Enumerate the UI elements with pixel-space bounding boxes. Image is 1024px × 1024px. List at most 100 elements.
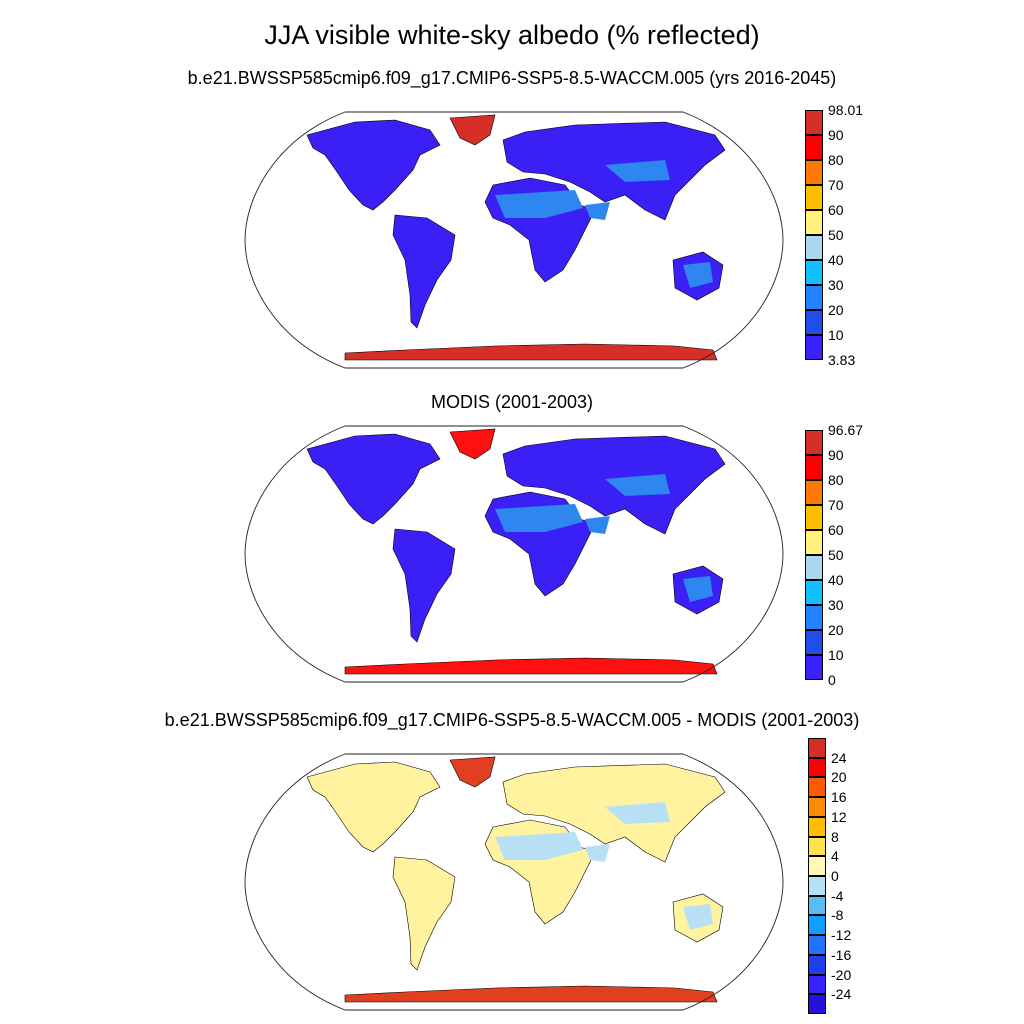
colorbar-swatch	[808, 797, 826, 817]
panel-1-title: b.e21.BWSSP585cmip6.f09_g17.CMIP6-SSP5-8…	[187, 68, 837, 88]
colorbar-swatch	[805, 580, 823, 605]
region-sahara	[495, 190, 583, 218]
continent-antarctica	[344, 985, 718, 1003]
colorbar-swatch	[805, 260, 823, 285]
colorbar-label: 20	[831, 769, 847, 786]
colorbar-label: 40	[828, 572, 844, 588]
colorbar-swatch	[808, 856, 826, 876]
colorbar-label: 30	[828, 597, 844, 613]
colorbar-swatch	[805, 110, 823, 135]
colorbar-label: 0	[831, 868, 839, 884]
colorbar-label: 40	[828, 252, 844, 268]
colorbar-label: -16	[831, 946, 852, 963]
colorbar-swatch	[808, 935, 826, 955]
map-frame	[244, 425, 784, 683]
colorbar-label: 12	[831, 808, 847, 825]
colorbar-swatch	[808, 777, 826, 798]
colorbar-label: 90	[828, 127, 844, 143]
colorbar-swatch	[808, 895, 826, 916]
colorbar-label: 80	[828, 472, 844, 488]
continent-northAmerica	[306, 433, 441, 525]
colorbar-label: 24	[831, 749, 847, 766]
continent-greenland	[449, 756, 496, 788]
colorbar-swatch	[805, 235, 823, 260]
map-frame	[244, 111, 784, 369]
continent-northAmerica	[306, 119, 441, 211]
panel-2-title: MODIS (2001-2003)	[430, 392, 594, 412]
colorbar-swatch	[805, 605, 823, 630]
colorbar-swatch	[805, 555, 823, 580]
colorbar-label: 70	[828, 177, 844, 193]
panel-3-map	[244, 753, 784, 1011]
continent-greenland	[449, 428, 496, 460]
panel-1-colorbar: 98.01 90 80 70 60 50 40 30 20 10 3.83	[805, 102, 863, 368]
colorbar-swatch	[805, 335, 823, 360]
colorbar-label: 70	[828, 497, 844, 513]
figure-title: JJA visible white-sky albedo (% reflecte…	[264, 20, 760, 50]
region-arabia	[585, 202, 610, 220]
colorbar-swatch	[808, 836, 826, 857]
colorbar-label: -8	[831, 907, 844, 924]
continent-antarctica	[344, 657, 718, 675]
colorbar-label: 50	[828, 227, 844, 243]
colorbar-swatch	[805, 310, 823, 335]
colorbar-label: -20	[831, 966, 852, 983]
colorbar-label: -12	[831, 927, 852, 944]
colorbar-label: -4	[831, 887, 844, 904]
colorbar-label: 16	[831, 789, 847, 806]
colorbar-swatch	[808, 816, 826, 837]
colorbar-label: 60	[828, 522, 844, 538]
region-australiaInner	[683, 904, 713, 930]
colorbar-swatch	[805, 160, 823, 185]
region-sahara	[495, 504, 583, 532]
colorbar-swatch	[805, 530, 823, 555]
colorbar-swatch	[808, 757, 826, 778]
colorbar-label: 30	[828, 277, 844, 293]
colorbar-swatch	[805, 185, 823, 210]
colorbar-swatch	[805, 630, 823, 655]
colorbar-swatch	[805, 135, 823, 160]
panel-2-map	[244, 425, 784, 683]
region-asia	[605, 802, 670, 824]
region-asia	[605, 160, 670, 182]
continent-southAmerica	[392, 528, 456, 643]
colorbar-swatch	[808, 738, 826, 758]
colorbar-swatch	[805, 455, 823, 480]
colorbar-label: 10	[828, 327, 844, 343]
colorbar-label: 0	[828, 672, 836, 688]
colorbar-swatch	[805, 505, 823, 530]
colorbar-label: 98.01	[828, 102, 864, 118]
colorbar-label: 3.83	[828, 352, 856, 368]
colorbar-swatch	[808, 954, 826, 975]
colorbar-swatch	[808, 876, 826, 896]
panel-2-colorbar: 96.67 90 80 70 60 50 40 30 20 10 0	[805, 422, 863, 688]
region-australiaInner	[683, 262, 713, 288]
colorbar-swatch	[805, 655, 823, 680]
region-arabia	[585, 844, 610, 862]
colorbar-label: 50	[828, 547, 844, 563]
colorbar-swatch	[808, 974, 826, 995]
region-sahara	[495, 832, 583, 860]
colorbar-swatch	[805, 210, 823, 235]
panel-3-title: b.e21.BWSSP585cmip6.f09_g17.CMIP6-SSP5-8…	[164, 710, 860, 730]
continent-northAmerica	[306, 761, 441, 853]
colorbar-label: 10	[828, 647, 844, 663]
colorbar-swatch	[805, 285, 823, 310]
colorbar-label: -24	[831, 986, 852, 1003]
continent-greenland	[449, 114, 496, 146]
colorbar-label: 8	[831, 828, 839, 845]
colorbar-swatch	[805, 480, 823, 505]
colorbar-label: 60	[828, 202, 844, 218]
colorbar-label: 20	[828, 302, 844, 318]
colorbar-label: 96.67	[828, 422, 864, 438]
colorbar-label: 80	[828, 152, 844, 168]
colorbar-swatch	[808, 994, 826, 1014]
colorbar-swatch	[805, 430, 823, 455]
colorbar-label: 4	[831, 848, 839, 865]
panel-1-map	[244, 111, 784, 369]
map-frame	[244, 753, 784, 1011]
colorbar-label: 90	[828, 447, 844, 463]
continent-antarctica	[344, 343, 718, 361]
colorbar-label: 20	[828, 622, 844, 638]
region-asia	[605, 474, 670, 496]
